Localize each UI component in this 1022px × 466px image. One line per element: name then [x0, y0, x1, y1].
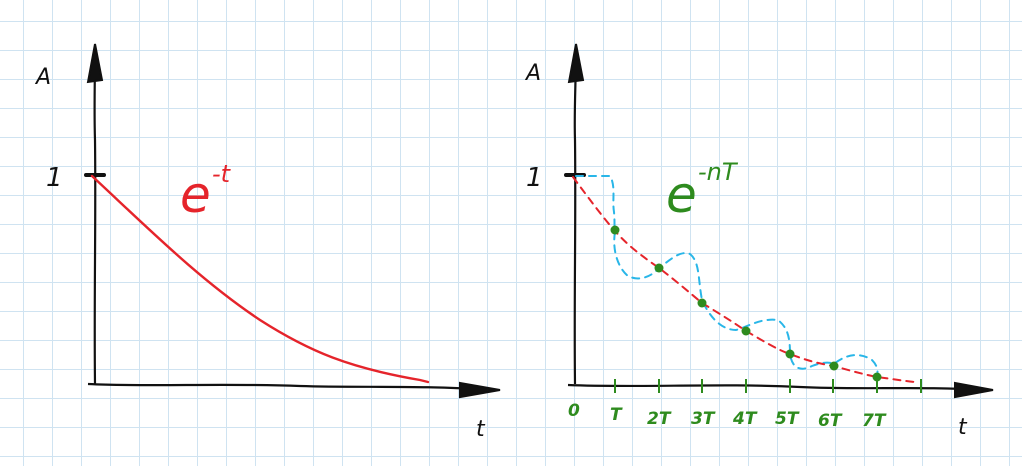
x-tick-label-0: 0	[568, 401, 580, 421]
right-dashed-decay-curve	[572, 176, 916, 383]
left-y-tick-label: 1	[46, 163, 63, 193]
left-y-axis-label: A	[34, 65, 51, 90]
x-tick-label-2T: 2T	[647, 409, 672, 429]
sample-point-5T	[785, 349, 795, 359]
x-tick-label-4T: 4T	[732, 409, 758, 429]
right-hold-signal	[575, 175, 879, 377]
right-panel: A 1 t 0 T 2T 3T 4T 5T 6T 7T	[524, 43, 994, 440]
right-y-axis-label: A	[524, 61, 541, 86]
left-x-axis	[87, 382, 491, 392]
right-x-axis-label: t	[958, 415, 968, 440]
left-y-axis-arrow	[86, 43, 104, 84]
right-y-axis	[573, 51, 578, 385]
left-formula-base: e	[180, 166, 211, 224]
right-formula-base: e	[666, 166, 697, 224]
x-tick-label-3T: 3T	[691, 409, 716, 429]
left-decay-curve	[90, 174, 430, 384]
right-x-axis-arrow	[954, 381, 994, 399]
sample-point-6T	[829, 361, 839, 371]
sample-point-4T	[741, 326, 751, 336]
sample-point-7T	[872, 372, 882, 382]
x-tick-label-6T: 6T	[818, 411, 843, 431]
x-tick-label-5T: 5T	[775, 409, 800, 429]
left-x-axis-label: t	[476, 417, 486, 442]
left-x-axis-arrow	[459, 381, 501, 399]
sample-point-3T	[697, 298, 707, 308]
right-formula-exponent: -nT	[698, 158, 739, 186]
left-panel: A 1 t e -t	[34, 43, 501, 442]
right-y-axis-arrow	[567, 43, 585, 84]
x-tick-label-7T: 7T	[862, 411, 887, 431]
left-y-axis	[93, 51, 97, 385]
x-tick-label-T: T	[610, 405, 623, 425]
sample-point-T	[610, 225, 620, 235]
sample-point-2T	[654, 263, 664, 273]
left-formula-exponent: -t	[212, 160, 232, 188]
right-y-tick-label: 1	[526, 163, 543, 193]
right-sample-points	[610, 225, 882, 382]
right-x-axis	[567, 383, 986, 392]
right-x-ticks	[614, 379, 922, 393]
